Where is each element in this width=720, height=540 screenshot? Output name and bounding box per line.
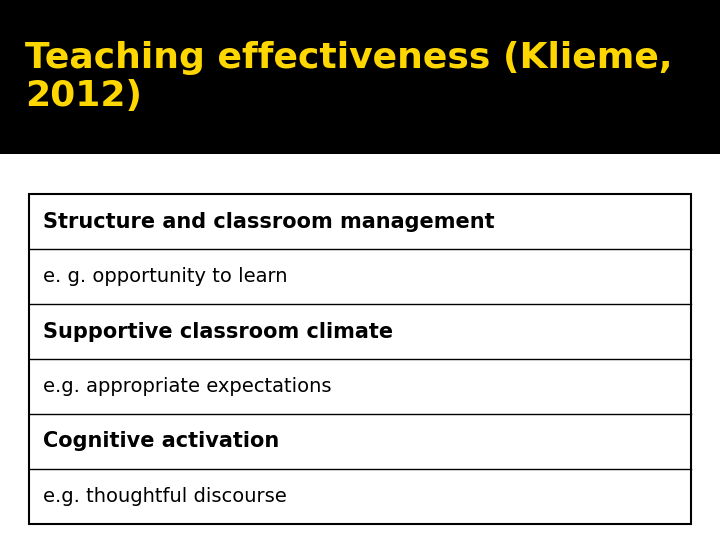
Text: e. g. opportunity to learn: e. g. opportunity to learn (43, 267, 288, 286)
Text: Supportive classroom climate: Supportive classroom climate (43, 322, 393, 342)
Text: Structure and classroom management: Structure and classroom management (43, 212, 495, 232)
Text: Teaching effectiveness (Klieme,
2012): Teaching effectiveness (Klieme, 2012) (25, 41, 672, 113)
Text: e.g. appropriate expectations: e.g. appropriate expectations (43, 377, 332, 396)
Text: Cognitive activation: Cognitive activation (43, 431, 279, 451)
FancyBboxPatch shape (0, 0, 720, 154)
FancyBboxPatch shape (29, 194, 691, 524)
Text: e.g. thoughtful discourse: e.g. thoughtful discourse (43, 487, 287, 506)
